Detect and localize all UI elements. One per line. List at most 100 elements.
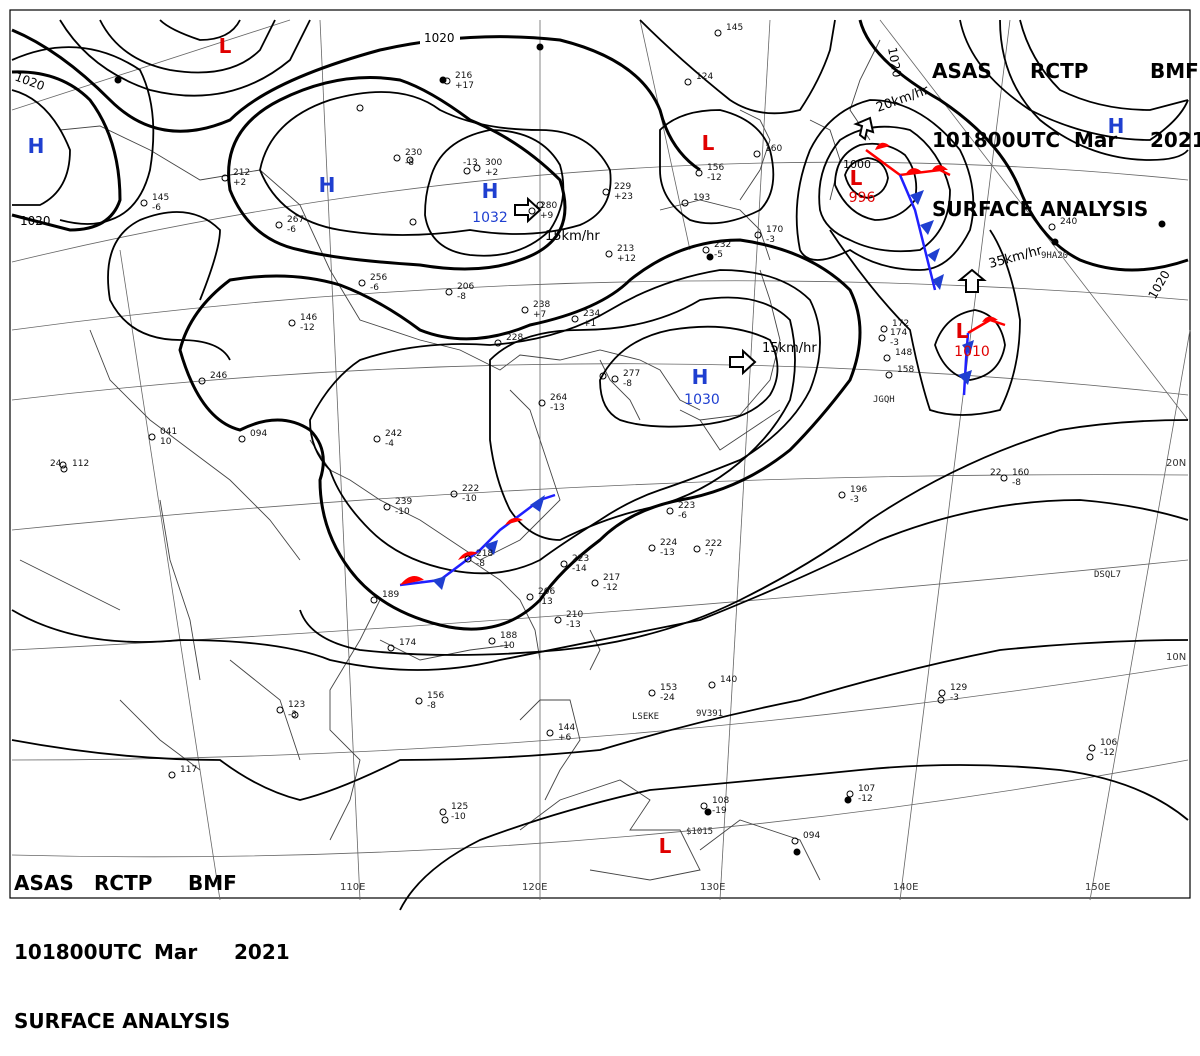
cold-front: [898, 174, 937, 291]
isobar: [844, 157, 889, 199]
station-pressure: 145: [726, 23, 743, 33]
station-pressure: 210: [566, 610, 583, 620]
station-plots: 216+17-13 300+2280+9230-8267-6212+2145-62…: [50, 23, 1117, 845]
station-pressure: 189: [382, 590, 399, 600]
station-pressure: 267: [287, 215, 304, 225]
station-plot: 129-3: [938, 683, 967, 703]
station-dewpoint: -8: [457, 292, 466, 302]
weather-map: H 1032 H 1030 H H H L 996 L 1010 L L L 1…: [9, 9, 1191, 911]
coastline: [309, 389, 561, 561]
station-marker: [878, 334, 886, 342]
station-dewpoint: -3: [890, 338, 899, 348]
station-circle: [59, 461, 67, 469]
station-plot: 213+12: [605, 244, 636, 264]
station-plot: 206-8: [445, 282, 474, 302]
station-plot: 256-6: [358, 273, 387, 293]
station-plot: 156-8: [415, 691, 444, 711]
warm-front-marker: [400, 576, 424, 585]
station-circle: [409, 218, 417, 226]
isobar: [639, 19, 836, 115]
isobar: [11, 89, 71, 206]
station-pressure: 156: [707, 163, 724, 173]
lon-label: 140E: [893, 882, 918, 893]
station-plot: 238+7: [521, 300, 550, 320]
station-pressure: 172: [892, 319, 909, 329]
station-marker: [700, 802, 708, 810]
station-plot: 188-10: [488, 631, 517, 651]
motion-speed-label: 35km/hr: [987, 243, 1044, 272]
isobar: [159, 19, 241, 41]
station-marks: [59, 43, 1166, 856]
station-plot: 242-4: [373, 429, 402, 449]
station-dewpoint: -12: [1100, 748, 1115, 758]
low-center-label: L: [850, 166, 863, 190]
station-plot: 230-8: [393, 148, 422, 168]
coastline: [699, 819, 821, 881]
cold-front-marker: [432, 576, 446, 590]
station-marker: [383, 503, 391, 511]
station-marker: [358, 279, 366, 287]
cold-front-marker: [530, 495, 545, 512]
isobar-label: 1020: [1145, 268, 1172, 301]
station-plot: 264-13: [538, 393, 567, 413]
station-tendency: +2: [233, 178, 246, 188]
station-circle: [793, 848, 801, 856]
station-plot: 246: [198, 371, 227, 385]
border: [229, 659, 301, 761]
isobar-label: 1020: [20, 214, 51, 228]
station-pressure: 238: [533, 300, 550, 310]
station-marker: [571, 315, 579, 323]
station-pressure: 232: [714, 240, 731, 250]
low-center-value: 996: [849, 190, 876, 206]
station-marker: [288, 319, 296, 327]
header-code: ASAS: [14, 871, 74, 895]
lat-line: [11, 280, 1189, 331]
isobar: [11, 639, 1189, 801]
station-marker: [148, 433, 156, 441]
ship-id: 9V391: [696, 709, 723, 719]
station-dewpoint: -14: [572, 564, 587, 574]
station-marker: [276, 706, 284, 714]
station-pressure: 216: [455, 71, 472, 81]
station-pressure: 174: [399, 638, 416, 648]
lat-line: [11, 559, 1189, 651]
ship-id: DSQL7: [1094, 570, 1121, 580]
station-plot: 217-12: [591, 573, 620, 593]
warm-front-marker: [875, 142, 890, 150]
station-pressure: 123: [288, 700, 305, 710]
station-pressure: 158: [897, 365, 914, 375]
station-marker: [883, 354, 891, 362]
station-plot: -13 300+2: [463, 158, 502, 178]
station-pressure: 094: [803, 831, 820, 841]
station-pressure: 140: [720, 675, 737, 685]
station-plot: 240: [1048, 217, 1077, 231]
header-station: RCTP: [1030, 59, 1089, 83]
coastline: [699, 409, 781, 451]
station-circle: [441, 816, 449, 824]
isobar: [59, 19, 311, 97]
isobar: [999, 19, 1189, 161]
header-bottom-left: ASAS RCTP BMF 101800UTC Mar 2021 SURFACE ANA…: [14, 826, 304, 1056]
station-temperature: 24: [50, 459, 62, 469]
map-frame: [9, 9, 1191, 899]
station-dewpoint: -12: [707, 173, 722, 183]
station-marker: [488, 637, 496, 645]
station-marker: [648, 544, 656, 552]
station-plot: 140: [708, 675, 737, 689]
station-dewpoint: -19: [712, 806, 727, 816]
isobar: [259, 91, 612, 236]
lon-line: [319, 19, 361, 901]
station-dewpoint: -8: [1012, 478, 1021, 488]
station-plot: 224-13: [648, 538, 677, 558]
station-dewpoint: -7: [705, 549, 714, 559]
station-pressure: 213: [617, 244, 634, 254]
station-marker: [439, 808, 447, 816]
station-tendency: +23: [614, 192, 633, 202]
station-plot: 170-3: [754, 225, 783, 245]
station-dewpoint: -3: [950, 693, 959, 703]
header-year: 2021: [1150, 128, 1200, 152]
station-plot: 117: [168, 765, 197, 779]
station-plot: 229+23: [602, 182, 633, 202]
lon-line: [119, 249, 221, 901]
station-pressure: 112: [72, 459, 89, 469]
